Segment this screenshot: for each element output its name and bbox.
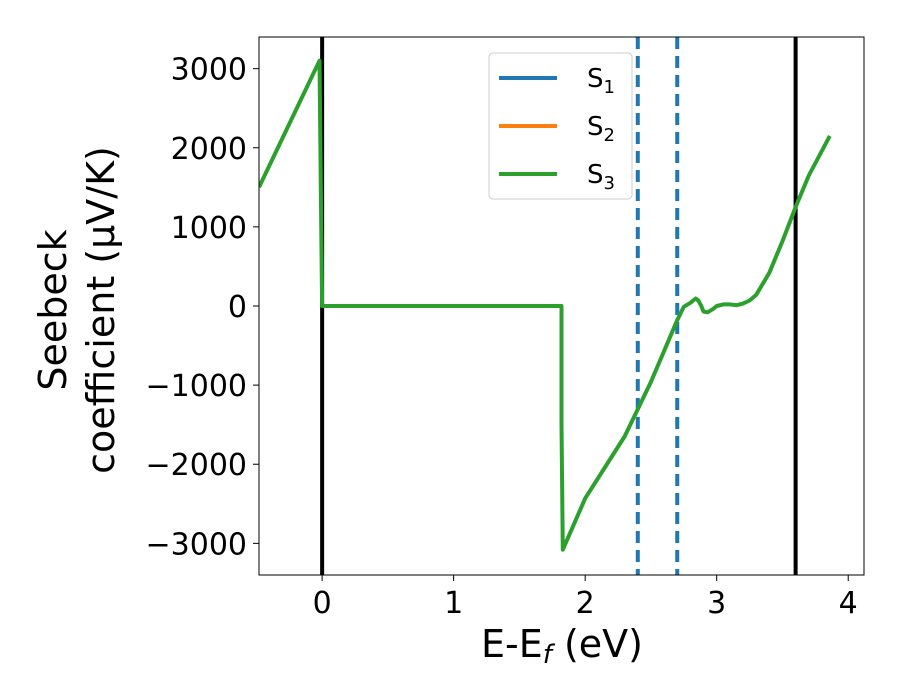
x-tick-label: 3: [707, 586, 726, 621]
y-tick-label: 0: [228, 290, 247, 325]
series-line-S3: [259, 58, 832, 552]
y-tick-label: 2000: [171, 132, 247, 167]
x-tick-label: 1: [444, 586, 463, 621]
x-axis-label: E-Ef (eV): [481, 622, 643, 670]
legend: S1 S2 S3: [488, 52, 633, 200]
y-tick-label: −3000: [146, 527, 247, 562]
series-lines: [259, 58, 832, 552]
legend-box: [488, 52, 633, 200]
legend-label-S3: S3: [587, 160, 615, 194]
y-axis-label-line2: coefficient (μV/K): [79, 146, 123, 474]
x-tick-label: 4: [839, 586, 858, 621]
legend-label-S1: S1: [587, 64, 615, 98]
legend-label-S2: S2: [587, 112, 615, 146]
y-tick-label: −2000: [146, 448, 247, 483]
x-axis-ticks: 0 1 2 3 4: [313, 575, 858, 621]
y-tick-label: 1000: [171, 211, 247, 246]
y-axis-ticks: 3000 2000 1000 0 −1000 −2000 −3000: [146, 53, 259, 562]
y-axis-label-line1: Seebeck: [31, 229, 75, 390]
y-tick-label: −1000: [146, 369, 247, 404]
y-tick-label: 3000: [171, 53, 247, 88]
x-tick-label: 0: [313, 586, 332, 621]
x-tick-label: 2: [576, 586, 595, 621]
